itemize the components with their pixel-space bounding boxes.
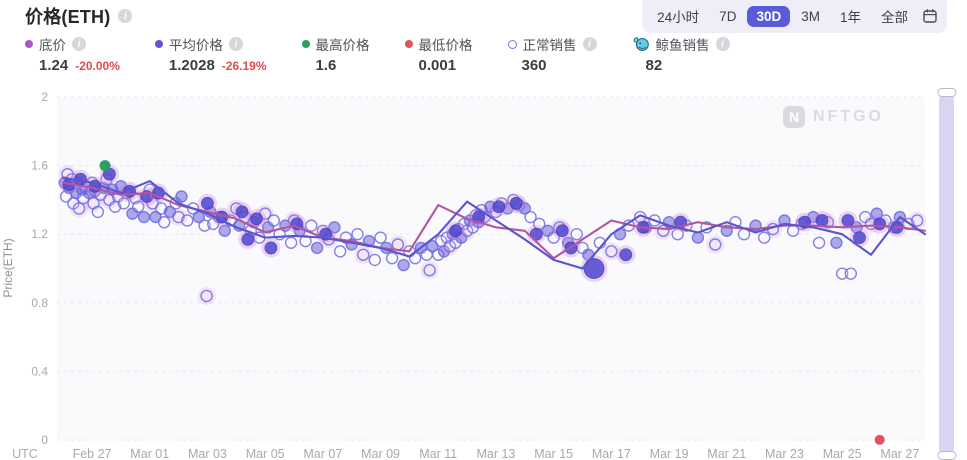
x-tick-label: Mar 17 [592,447,631,460]
x-tick-label: Mar 13 [476,447,515,460]
normal-sales-marker [507,39,517,49]
time-option-30d[interactable]: 30D [747,5,791,27]
title-info-icon[interactable] [118,9,133,23]
price-chart-canvas[interactable]: 0 0.4 0.8 1.2 1.6 2 Feb 27 Mar 01 Mar 03 Mar 05 Ma… [0,90,967,460]
floor-price-value: 1.24 [39,57,69,74]
x-tick-label: Mar 07 [303,447,342,460]
x-tick-label: Mar 05 [246,447,285,460]
whale-sales-value: 82 [645,57,663,74]
y-tick-label: 2 [41,90,48,104]
time-option-24h[interactable]: 24小时 [657,10,700,25]
highest-price-label: 最高价格 [315,38,370,53]
whale-sales-info-icon[interactable] [715,37,730,51]
chart-header: 价格(ETH) [25,3,133,29]
x-tick-label: Mar 23 [765,447,804,460]
whale-icon [633,37,649,51]
average-price-label: 平均价格 [168,38,223,53]
lowest-price-value: 0.001 [418,57,457,74]
floor-price-change: -20.00% [75,59,120,73]
y-tick-label: 1.6 [31,159,48,173]
average-price-change: -26.19% [221,59,267,73]
scrollbar-handle-bottom[interactable] [937,451,956,460]
chart-scrollbar[interactable] [937,88,956,460]
nftgo-watermark: N NFTGO [783,106,884,128]
highest-price-value: 1.6 [315,57,337,74]
y-tick-label: 0 [41,433,48,447]
legend-whale-sales[interactable]: 鲸鱼销售 82 [632,34,730,74]
legend-floor-price[interactable]: 底价 1.24 -20.00% [25,34,120,74]
time-option-1y[interactable]: 1年 [839,10,861,25]
normal-sales-value: 360 [521,57,547,74]
x-tick-label: Mar 09 [361,447,400,460]
time-range-selector: 24小时 7D 30D 3M 1年 全部 [642,0,947,33]
y-axis-title: Price(ETH) [1,238,15,297]
highest-sale-point [99,160,111,172]
legend-highest-price[interactable]: 最高价格 1.6 [301,34,370,74]
y-tick-label: 0.8 [31,296,48,310]
lowest-price-marker [404,40,413,48]
chart-legend: 底价 1.24 -20.00% 平均价格 1.2028 -26.19% 最高价格… [25,34,730,74]
floor-price-marker [25,40,33,48]
whale-sales-label: 鲸鱼销售 [655,38,710,53]
highest-price-marker [301,40,310,48]
legend-lowest-price[interactable]: 最低价格 0.001 [404,34,473,74]
x-tick-label: Mar 19 [650,447,689,460]
floor-price-line [62,181,927,260]
x-tick-label: Mar 01 [130,447,169,460]
y-tick-label: 1.2 [31,227,48,241]
floor-price-label: 底价 [39,38,66,53]
legend-normal-sales[interactable]: 正常销售 360 [507,34,597,74]
normal-sales-info-icon[interactable] [582,37,597,51]
x-tick-label: Mar 27 [880,447,919,460]
x-tick-label: Feb 27 [73,447,112,460]
y-tick-label: 0.4 [31,364,48,378]
nftgo-logo-icon: N [783,106,805,128]
average-price-value: 1.2028 [168,57,215,74]
legend-average-price[interactable]: 平均价格 1.2028 -26.19% [154,34,267,74]
average-price-line [62,176,927,270]
lowest-price-label: 最低价格 [418,38,473,53]
x-tick-label: Mar 15 [534,447,573,460]
x-tick-label: Mar 11 [419,447,457,460]
floor-price-info-icon[interactable] [72,37,86,51]
lowest-sale-point [874,434,885,445]
average-price-info-icon[interactable] [228,37,243,51]
page-title: 价格(ETH) [25,7,111,27]
time-option-all[interactable]: 全部 [881,10,908,25]
average-price-marker [154,40,163,48]
x-tick-label: Mar 03 [188,447,227,460]
calendar-icon [923,9,937,23]
time-option-3m[interactable]: 3M [801,8,820,24]
x-tick-label: Mar 21 [707,447,746,460]
scrollbar-handle-top[interactable] [937,88,956,97]
x-tick-label: Mar 25 [823,447,862,460]
nftgo-watermark-text: NFTGO [813,108,884,125]
time-option-7d[interactable]: 7D [719,8,737,24]
calendar-button[interactable] [919,6,941,26]
whale-sales-points [59,164,907,282]
plot-background [57,97,925,440]
normal-sales-label: 正常销售 [522,38,577,53]
utc-label: UTC [12,447,38,460]
